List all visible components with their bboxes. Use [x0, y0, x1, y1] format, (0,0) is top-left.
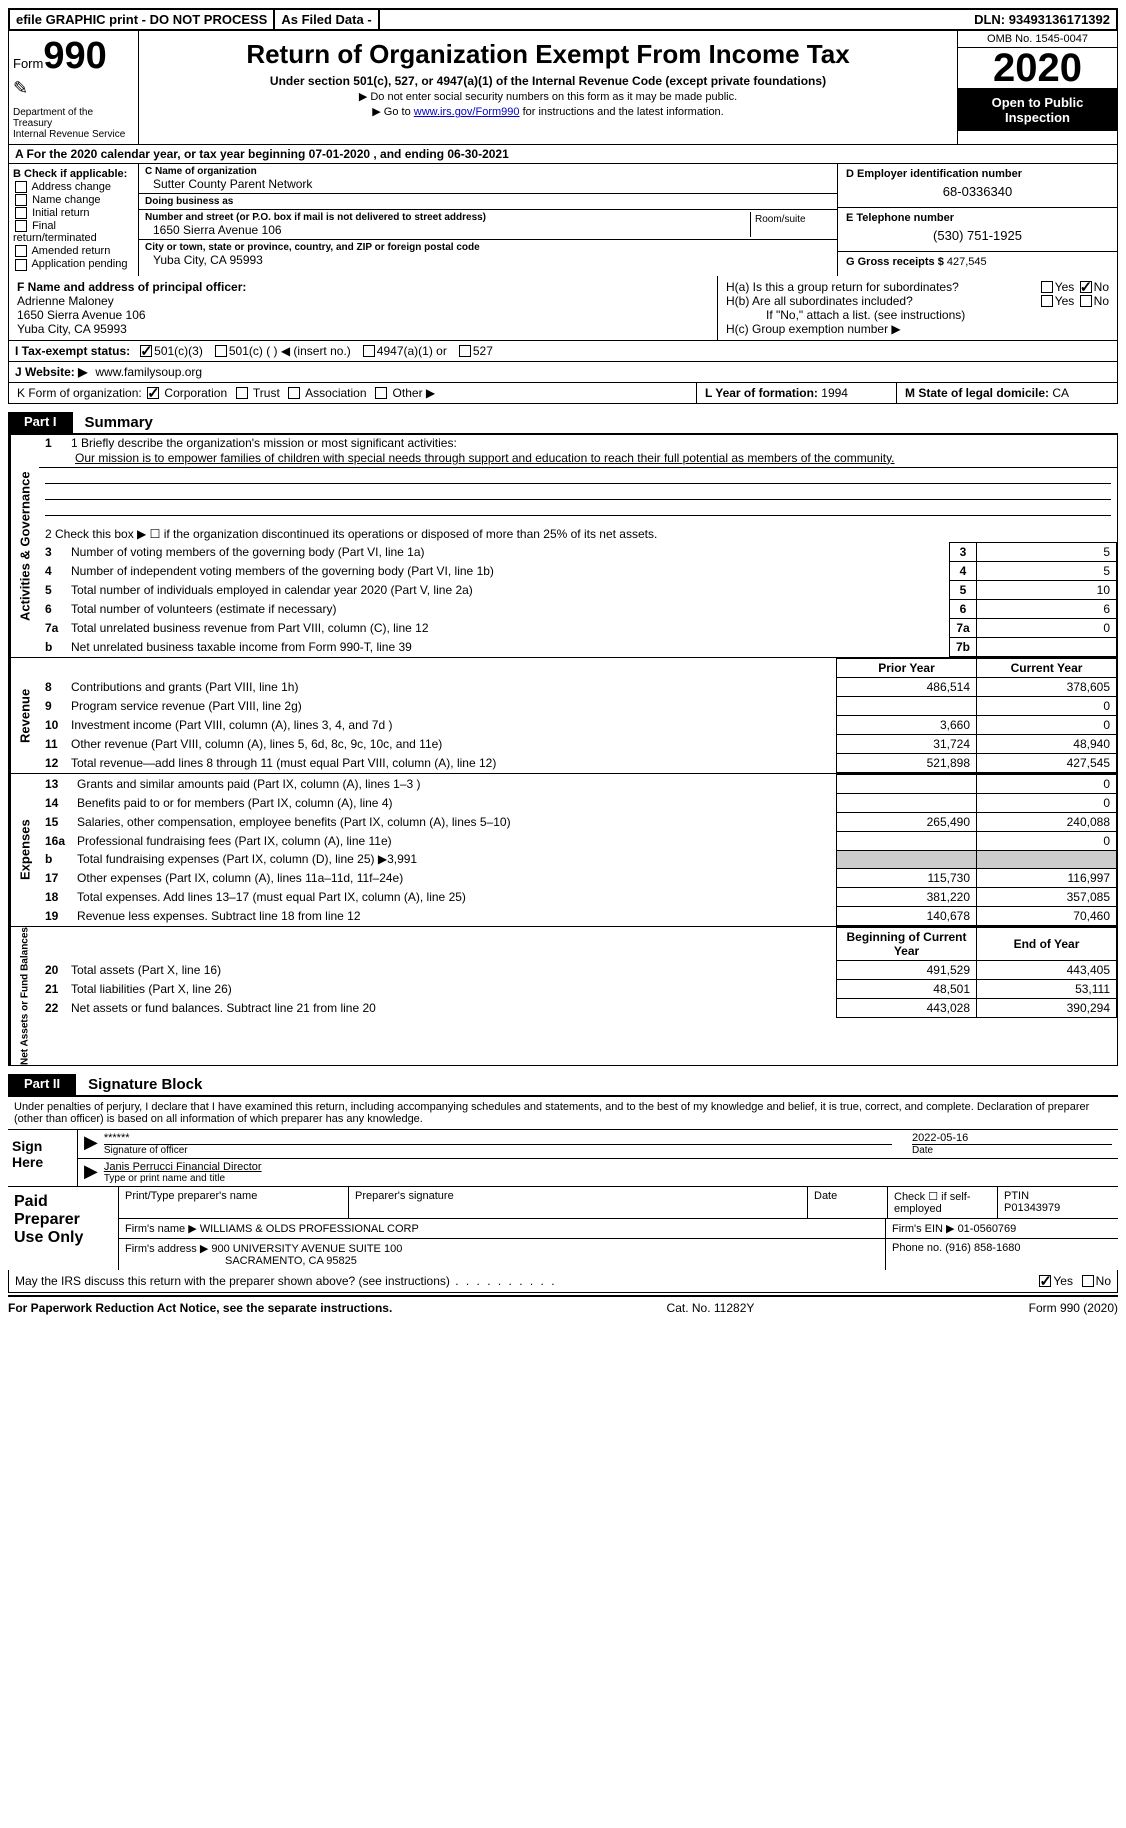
officer-addr2: Yuba City, CA 95993: [17, 322, 709, 336]
check-amended[interactable]: Amended return: [13, 245, 134, 257]
irs-logo-icon: ✎: [13, 78, 134, 99]
page-footer: For Paperwork Reduction Act Notice, see …: [8, 1295, 1118, 1319]
perjury-declaration: Under penalties of perjury, I declare th…: [8, 1097, 1118, 1130]
state-domicile: CA: [1052, 386, 1069, 400]
row-k-l-m: K Form of organization: Corporation Trus…: [8, 383, 1118, 404]
discuss-with-preparer: May the IRS discuss this return with the…: [8, 1270, 1118, 1293]
firm-ein: 01-0560769: [958, 1223, 1017, 1235]
check-final-return[interactable]: Final return/terminated: [13, 220, 134, 244]
check-name-change[interactable]: Name change: [13, 194, 134, 206]
part-2-header: Part II Signature Block: [8, 1074, 1118, 1097]
dln: DLN: 93493136171392: [968, 10, 1116, 29]
year-formation: 1994: [821, 386, 848, 400]
h-c: H(c) Group exemption number ▶: [726, 322, 1109, 336]
website-note: ▶ Go to www.irs.gov/Form990 for instruct…: [149, 105, 947, 118]
open-to-public: Open to Public Inspection: [958, 89, 1117, 131]
h-a: H(a) Is this a group return for subordin…: [726, 280, 1109, 294]
revenue-table: Prior YearCurrent Year8 Contributions an…: [39, 658, 1117, 773]
top-bar: efile GRAPHIC print - DO NOT PROCESS As …: [8, 8, 1118, 31]
check-other[interactable]: [375, 387, 387, 399]
expenses-table: 13 Grants and similar amounts paid (Part…: [39, 774, 1117, 926]
sig-date: 2022-05-16: [912, 1132, 1112, 1144]
firm-name: WILLIAMS & OLDS PROFESSIONAL CORP: [200, 1223, 419, 1235]
website: www.familysoup.org: [95, 365, 202, 379]
line-2: 2 Check this box ▶ ☐ if the organization…: [39, 526, 1117, 542]
mission-text: Our mission is to empower families of ch…: [39, 451, 1117, 468]
tax-year: 2020: [958, 48, 1117, 89]
netassets-table: Beginning of Current YearEnd of Year20 T…: [39, 927, 1117, 1018]
column-d-ein: D Employer identification number 68-0336…: [837, 164, 1117, 276]
form-title: Return of Organization Exempt From Incom…: [149, 39, 947, 70]
gross-receipts: 427,545: [947, 256, 987, 268]
as-filed: As Filed Data -: [275, 10, 379, 29]
check-501c3[interactable]: [140, 345, 152, 357]
firm-addr2: SACRAMENTO, CA 95825: [125, 1255, 357, 1267]
entity-grid: B Check if applicable: Address change Na…: [8, 164, 1118, 276]
check-corp[interactable]: [147, 387, 159, 399]
column-c-org-info: C Name of organization Sutter County Par…: [139, 164, 837, 276]
part-1-header: Part I Summary: [8, 412, 1118, 435]
officer-addr1: 1650 Sierra Avenue 106: [17, 308, 709, 322]
firm-phone: (916) 858-1680: [945, 1242, 1020, 1254]
telephone: (530) 751-1925: [846, 224, 1109, 247]
governance-table: 3 Number of voting members of the govern…: [39, 542, 1117, 657]
officer-name-title: Janis Perrucci Financial Director: [104, 1161, 1112, 1173]
check-4947[interactable]: [363, 345, 375, 357]
ptin: P01343979: [1004, 1202, 1060, 1214]
firm-addr1: 900 UNIVERSITY AVENUE SUITE 100: [211, 1243, 402, 1255]
row-i-tax-status: I Tax-exempt status: 501(c)(3) 501(c) ( …: [8, 341, 1118, 362]
irs-link[interactable]: www.irs.gov/Form990: [414, 106, 520, 118]
form-subtitle: Under section 501(c), 527, or 4947(a)(1)…: [149, 74, 947, 88]
h-note: If "No," attach a list. (see instruction…: [726, 308, 1109, 322]
row-j-website: J Website: ▶ www.familysoup.org: [8, 362, 1118, 383]
check-501c[interactable]: [215, 345, 227, 357]
city-state-zip: Yuba City, CA 95993: [145, 253, 831, 267]
ein: 68-0336340: [846, 180, 1109, 203]
paid-preparer-block: Paid Preparer Use Only Print/Type prepar…: [8, 1186, 1118, 1270]
check-address-change[interactable]: Address change: [13, 181, 134, 193]
activities-governance: Activities & Governance 11 Briefly descr…: [8, 435, 1118, 658]
column-b-checkboxes: B Check if applicable: Address change Na…: [9, 164, 139, 276]
street-address: 1650 Sierra Avenue 106: [145, 223, 750, 237]
revenue-section: Revenue Prior YearCurrent Year8 Contribu…: [8, 658, 1118, 774]
h-b: H(b) Are all subordinates included? Yes …: [726, 294, 1109, 308]
signature-stars: ******: [104, 1132, 892, 1144]
expenses-section: Expenses 13 Grants and similar amounts p…: [8, 774, 1118, 927]
org-name: Sutter County Parent Network: [145, 177, 831, 191]
check-initial-return[interactable]: Initial return: [13, 207, 134, 219]
check-trust[interactable]: [236, 387, 248, 399]
check-assoc[interactable]: [288, 387, 300, 399]
check-527[interactable]: [459, 345, 471, 357]
row-a-tax-year: A For the 2020 calendar year, or tax yea…: [8, 145, 1118, 164]
header: Form990 ✎ Department of the Treasury Int…: [8, 31, 1118, 145]
room-suite: Room/suite: [751, 212, 831, 237]
officer-name: Adrienne Maloney: [17, 294, 709, 308]
form-number: Form990: [13, 35, 134, 78]
row-f-h: F Name and address of principal officer:…: [8, 276, 1118, 341]
efile-notice: efile GRAPHIC print - DO NOT PROCESS: [10, 10, 275, 29]
sign-here-block: Sign Here ▶ ****** Signature of officer …: [8, 1130, 1118, 1186]
department: Department of the Treasury Internal Reve…: [13, 107, 134, 140]
check-app-pending[interactable]: Application pending: [13, 258, 134, 270]
ssn-note: ▶ Do not enter social security numbers o…: [149, 90, 947, 103]
netassets-section: Net Assets or Fund Balances Beginning of…: [8, 927, 1118, 1066]
